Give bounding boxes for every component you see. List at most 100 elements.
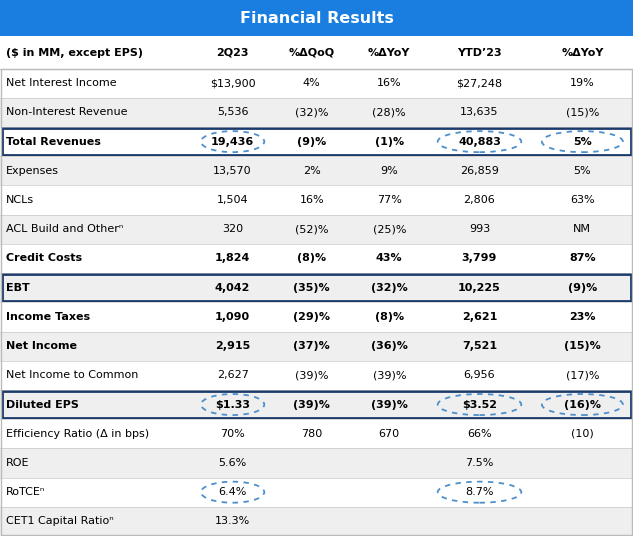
Text: NM: NM xyxy=(573,224,591,234)
Text: 13,635: 13,635 xyxy=(460,107,499,117)
FancyBboxPatch shape xyxy=(0,361,633,390)
Text: $27,248: $27,248 xyxy=(456,78,503,88)
FancyBboxPatch shape xyxy=(0,98,633,127)
Text: 2,627: 2,627 xyxy=(216,370,249,381)
Text: 6.4%: 6.4% xyxy=(218,487,247,497)
Text: 320: 320 xyxy=(222,224,243,234)
Text: 77%: 77% xyxy=(377,195,402,205)
Text: 87%: 87% xyxy=(569,254,596,264)
Text: 1,504: 1,504 xyxy=(217,195,248,205)
Text: 10,225: 10,225 xyxy=(458,282,501,293)
Text: 66%: 66% xyxy=(467,429,492,439)
Text: 13,570: 13,570 xyxy=(213,166,252,176)
Text: ACL Build and Otherⁿ: ACL Build and Otherⁿ xyxy=(6,224,123,234)
Text: Financial Results: Financial Results xyxy=(239,11,394,26)
FancyBboxPatch shape xyxy=(0,331,633,361)
Text: (8)%: (8)% xyxy=(375,312,404,322)
Text: (39)%: (39)% xyxy=(371,399,408,410)
Text: Net Income to Common: Net Income to Common xyxy=(6,370,139,381)
Text: (17)%: (17)% xyxy=(566,370,599,381)
Text: 2Q23: 2Q23 xyxy=(216,48,249,57)
Text: CET1 Capital Ratioⁿ: CET1 Capital Ratioⁿ xyxy=(6,516,114,526)
FancyBboxPatch shape xyxy=(0,185,633,215)
Text: Net Interest Income: Net Interest Income xyxy=(6,78,117,88)
Text: 670: 670 xyxy=(379,429,400,439)
FancyBboxPatch shape xyxy=(0,0,633,36)
Text: NCLs: NCLs xyxy=(6,195,34,205)
Text: 7.5%: 7.5% xyxy=(465,458,494,468)
Text: RoTCEⁿ: RoTCEⁿ xyxy=(6,487,46,497)
Text: 70%: 70% xyxy=(220,429,245,439)
Text: (1)%: (1)% xyxy=(375,137,404,147)
FancyBboxPatch shape xyxy=(0,390,633,419)
FancyBboxPatch shape xyxy=(0,273,633,302)
Text: (39)%: (39)% xyxy=(295,370,329,381)
Text: 7,521: 7,521 xyxy=(462,341,497,351)
Text: $13,900: $13,900 xyxy=(210,78,256,88)
Text: 5,536: 5,536 xyxy=(217,107,248,117)
Text: 5.6%: 5.6% xyxy=(218,458,247,468)
Text: (25)%: (25)% xyxy=(373,224,406,234)
Text: 1,824: 1,824 xyxy=(215,254,250,264)
Text: 1,090: 1,090 xyxy=(215,312,250,322)
FancyBboxPatch shape xyxy=(0,69,633,98)
Text: 993: 993 xyxy=(469,224,490,234)
Text: (10): (10) xyxy=(571,429,594,439)
Text: 16%: 16% xyxy=(299,195,324,205)
Text: (15)%: (15)% xyxy=(566,107,599,117)
Text: (39)%: (39)% xyxy=(373,370,406,381)
Text: (15)%: (15)% xyxy=(564,341,601,351)
Text: Net Income: Net Income xyxy=(6,341,77,351)
Text: Expenses: Expenses xyxy=(6,166,60,176)
FancyBboxPatch shape xyxy=(0,419,633,448)
Text: (35)%: (35)% xyxy=(294,282,330,293)
Text: ROE: ROE xyxy=(6,458,30,468)
Text: EBT: EBT xyxy=(6,282,30,293)
Text: Non-Interest Revenue: Non-Interest Revenue xyxy=(6,107,128,117)
Text: 2%: 2% xyxy=(303,166,321,176)
Text: 780: 780 xyxy=(301,429,322,439)
Text: 4%: 4% xyxy=(303,78,321,88)
Text: %ΔYoY: %ΔYoY xyxy=(561,48,603,57)
Text: (28)%: (28)% xyxy=(372,107,406,117)
Text: 2,915: 2,915 xyxy=(215,341,250,351)
FancyBboxPatch shape xyxy=(0,215,633,244)
Text: 4,042: 4,042 xyxy=(215,282,250,293)
Text: 5%: 5% xyxy=(573,137,592,147)
Text: 13.3%: 13.3% xyxy=(215,516,250,526)
Text: 26,859: 26,859 xyxy=(460,166,499,176)
Text: Efficiency Ratio (Δ in bps): Efficiency Ratio (Δ in bps) xyxy=(6,429,149,439)
Text: 19%: 19% xyxy=(570,78,595,88)
FancyBboxPatch shape xyxy=(0,36,633,69)
Text: %ΔYoY: %ΔYoY xyxy=(368,48,410,57)
Text: 43%: 43% xyxy=(376,254,403,264)
Text: 6,956: 6,956 xyxy=(464,370,495,381)
Text: %ΔQoQ: %ΔQoQ xyxy=(289,48,335,57)
Text: 19,436: 19,436 xyxy=(211,137,254,147)
Text: (32)%: (32)% xyxy=(295,107,329,117)
Text: Income Taxes: Income Taxes xyxy=(6,312,91,322)
FancyBboxPatch shape xyxy=(0,478,633,507)
Text: Total Revenues: Total Revenues xyxy=(6,137,101,147)
Text: (9)%: (9)% xyxy=(297,137,327,147)
Text: 23%: 23% xyxy=(569,312,596,322)
Text: 63%: 63% xyxy=(570,195,594,205)
Text: 5%: 5% xyxy=(573,166,591,176)
Text: $1.33: $1.33 xyxy=(215,399,250,410)
Text: 40,883: 40,883 xyxy=(458,137,501,147)
FancyBboxPatch shape xyxy=(0,157,633,185)
Text: 16%: 16% xyxy=(377,78,401,88)
Text: ($ in MM, except EPS): ($ in MM, except EPS) xyxy=(6,48,143,57)
Text: 9%: 9% xyxy=(380,166,398,176)
Text: Credit Costs: Credit Costs xyxy=(6,254,82,264)
FancyBboxPatch shape xyxy=(0,448,633,478)
Text: (9)%: (9)% xyxy=(568,282,597,293)
Text: (8)%: (8)% xyxy=(297,254,327,264)
FancyBboxPatch shape xyxy=(0,244,633,273)
Text: (36)%: (36)% xyxy=(371,341,408,351)
Text: 8.7%: 8.7% xyxy=(465,487,494,497)
Text: (32)%: (32)% xyxy=(371,282,408,293)
FancyBboxPatch shape xyxy=(0,507,633,536)
Text: (29)%: (29)% xyxy=(293,312,330,322)
Text: (37)%: (37)% xyxy=(293,341,330,351)
